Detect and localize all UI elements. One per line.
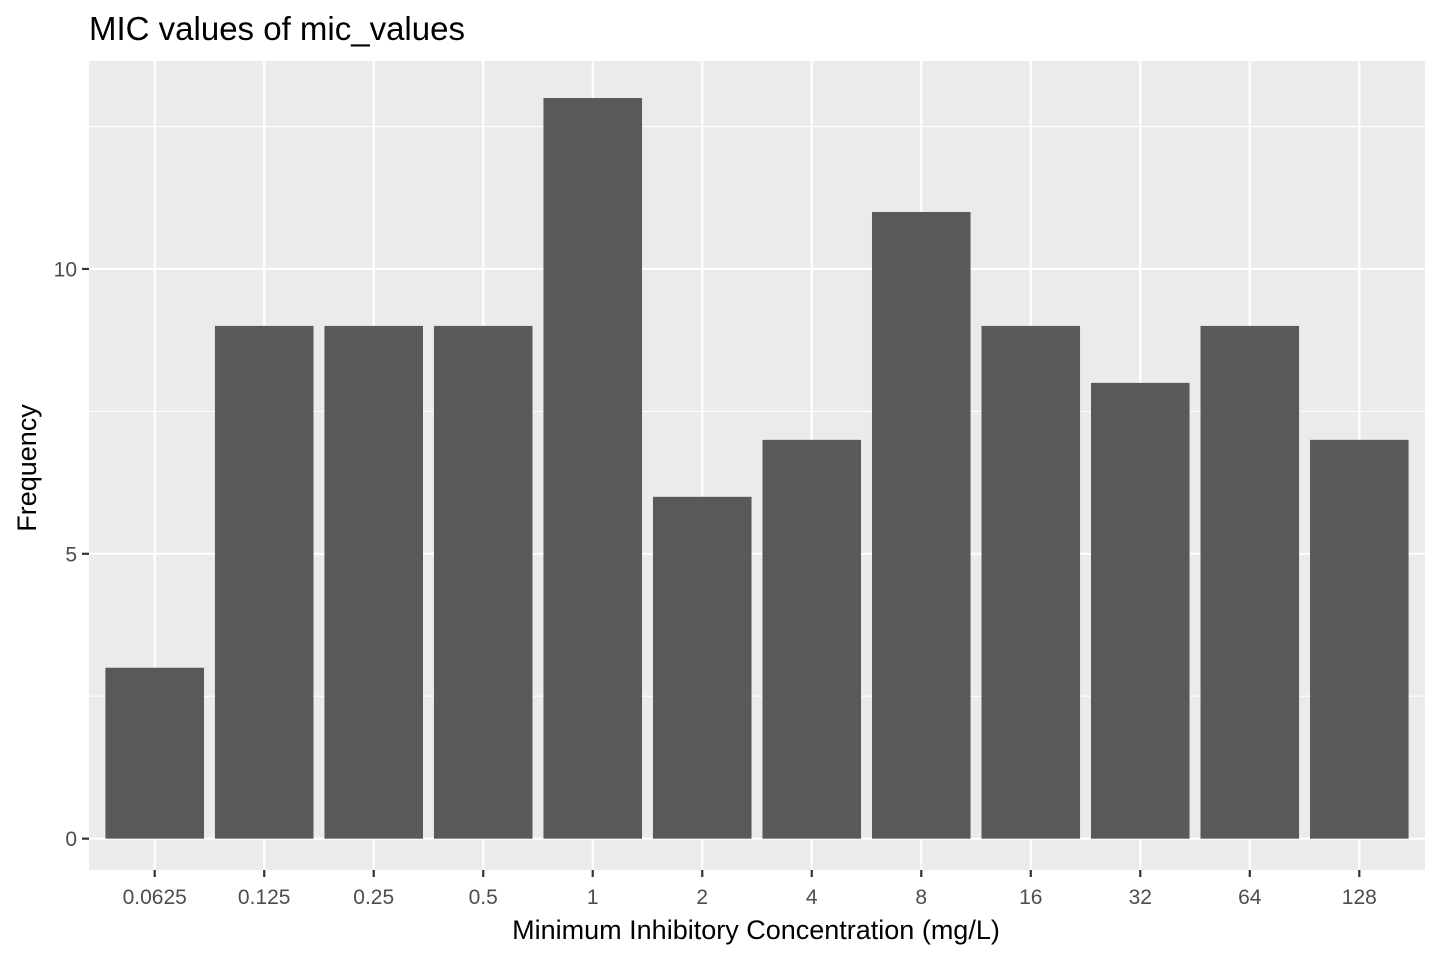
x-tick-label: 128 — [1342, 886, 1377, 909]
bar-2 — [652, 496, 752, 839]
bar-128 — [1310, 439, 1409, 839]
x-tick-label: 64 — [1238, 886, 1262, 909]
x-axis-title: Minimum Inhibitory Concentration (mg/L) — [512, 915, 1000, 945]
x-tick-label: 16 — [1019, 886, 1042, 909]
x-tick-label: 32 — [1129, 886, 1152, 909]
bar-1 — [543, 98, 643, 839]
y-axis-title: Frequency — [12, 404, 42, 532]
bar-4 — [762, 439, 862, 839]
x-tick-label: 8 — [915, 886, 927, 909]
bar-0.5 — [433, 325, 533, 839]
y-tick-label: 5 — [65, 543, 77, 566]
bar-64 — [1200, 325, 1300, 839]
bar-32 — [1091, 382, 1190, 839]
x-tick-label: 1 — [587, 886, 599, 909]
bar-0.125 — [214, 325, 314, 839]
bar-8 — [871, 211, 971, 839]
bar-16 — [981, 325, 1081, 839]
bar-0.25 — [324, 325, 423, 839]
x-tick-label: 0.125 — [238, 886, 291, 909]
y-tick-label: 10 — [54, 258, 77, 281]
bar-0.0625 — [105, 667, 204, 839]
y-axis: 0 5 10 — [54, 258, 89, 851]
x-axis: 0.0625 0.125 0.25 0.5 1 2 4 8 16 32 64 128 — [123, 870, 1377, 909]
x-tick-label: 0.0625 — [123, 886, 187, 909]
x-tick-label: 4 — [806, 886, 818, 909]
x-tick-label: 2 — [696, 886, 708, 909]
x-tick-label: 0.25 — [353, 886, 394, 909]
chart-title: MIC values of mic_values — [89, 10, 465, 47]
x-tick-label: 0.5 — [469, 886, 498, 909]
bars — [105, 98, 1409, 839]
y-tick-label: 0 — [65, 828, 77, 851]
